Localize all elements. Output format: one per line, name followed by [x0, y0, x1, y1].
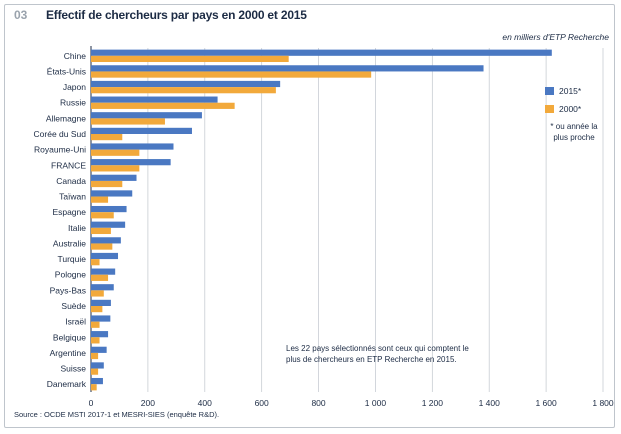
legend-item-2000: 2000*	[545, 102, 581, 116]
bar-2000	[91, 118, 165, 125]
x-tick-label: 200	[141, 398, 155, 408]
category-label: Suède	[61, 301, 86, 311]
bar-2015	[91, 315, 111, 322]
bar-2015	[91, 205, 127, 213]
category-label: Allemagne	[46, 113, 86, 123]
bar-2015	[91, 127, 192, 134]
bar-2000	[91, 102, 235, 109]
bar-2000	[91, 87, 276, 94]
bar-2015	[91, 299, 111, 306]
bar-2015	[91, 377, 103, 385]
bar-2000	[91, 55, 289, 63]
bar-2015	[91, 268, 116, 275]
legend-footnote: * ou année la plus proche	[550, 122, 598, 142]
bar-2015	[91, 80, 281, 88]
bar-2000	[91, 259, 100, 266]
x-tick-label: 600	[255, 398, 269, 408]
category-label: Italie	[68, 223, 86, 233]
bar-2015	[91, 221, 126, 228]
figure-number: 03	[14, 8, 28, 22]
legend-label-2000: 2000*	[559, 104, 582, 114]
category-label: Taïwan	[59, 192, 86, 202]
bar-2000	[91, 227, 111, 235]
bar-2000	[91, 180, 123, 188]
category-label: Argentine	[50, 348, 87, 358]
category-label: Pays-Bas	[50, 285, 86, 295]
bar-2015	[91, 174, 137, 181]
bar-2015	[91, 112, 202, 119]
category-label: Turquie	[57, 254, 86, 264]
x-tick-label: 1 000	[365, 398, 387, 408]
category-label: États-Unis	[47, 66, 86, 76]
x-tick-label: 0	[89, 398, 94, 408]
category-label: Japon	[63, 82, 86, 92]
category-label: Royaume-Uni	[34, 145, 86, 155]
bar-2000	[91, 352, 99, 360]
category-label: Australie	[53, 238, 86, 248]
x-tick-label: 1 600	[535, 398, 557, 408]
bar-2015	[91, 143, 174, 150]
chart-annotation: Les 22 pays sélectionnés sont ceux qui c…	[286, 344, 469, 364]
x-tick-label: 1 800	[592, 398, 614, 408]
category-label: Russie	[60, 98, 86, 108]
x-tick-label: 800	[311, 398, 325, 408]
bar-2015	[91, 331, 109, 338]
bar-2015	[91, 284, 114, 291]
bar-2000	[91, 149, 140, 156]
bar-2000	[91, 321, 100, 328]
legend: 2015* 2000*	[545, 84, 581, 120]
category-label: Pologne	[55, 270, 86, 280]
category-label: Chine	[64, 51, 86, 61]
x-tick-label: 1 200	[422, 398, 444, 408]
bar-2000	[91, 165, 140, 172]
bar-2000	[91, 290, 104, 297]
bar-2015	[91, 190, 133, 197]
bar-2000	[91, 71, 372, 78]
bar-2015	[91, 96, 218, 103]
bar-2000	[91, 306, 103, 313]
bar-2000	[91, 337, 100, 344]
bar-2000	[91, 134, 123, 141]
legend-swatch-2015	[545, 87, 554, 95]
x-tick-label: 1 400	[479, 398, 501, 408]
bar-2015	[91, 65, 484, 72]
bar-2000	[91, 384, 97, 391]
category-label: Belgique	[53, 332, 86, 342]
category-label: Suisse	[60, 364, 86, 374]
legend-label-2015: 2015*	[559, 86, 582, 96]
bar-2015	[91, 49, 552, 56]
category-label: Corée du Sud	[34, 129, 87, 139]
category-label: Israël	[65, 317, 86, 327]
bar-2000	[91, 243, 113, 250]
chart-title: Effectif de chercheurs par pays en 2000 …	[46, 8, 307, 22]
bar-2015	[91, 346, 107, 353]
x-tick-label: 400	[198, 398, 212, 408]
bar-2000	[91, 368, 99, 375]
chart-frame	[4, 4, 615, 428]
bar-2000	[91, 212, 114, 219]
category-label: Canada	[56, 176, 86, 186]
legend-swatch-2000	[545, 105, 554, 113]
legend-item-2015: 2015*	[545, 84, 581, 98]
bar-2015	[91, 362, 104, 369]
category-label: Espagne	[52, 207, 86, 217]
bar-2000	[91, 196, 109, 203]
bar-2000	[91, 274, 109, 281]
bar-2015	[91, 252, 119, 260]
bar-2015	[91, 159, 171, 166]
bar-2015	[91, 237, 121, 244]
category-label: FRANCE	[51, 160, 86, 170]
unit-note: en milliers d'ETP Recherche	[502, 32, 609, 42]
source-note: Source : OCDE MSTI 2017-1 et MESRI-SIES …	[14, 410, 220, 419]
category-label: Danemark	[47, 379, 87, 389]
